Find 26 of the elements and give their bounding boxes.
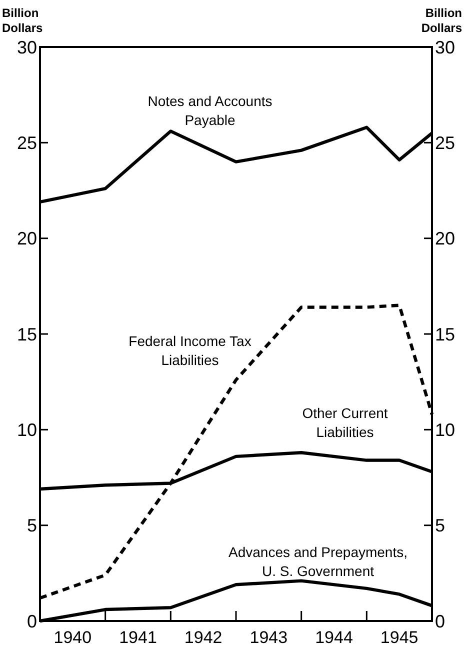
- x-tick-label: 1940: [54, 628, 92, 647]
- y-tick-label: 25: [16, 132, 37, 153]
- x-tick-label: 1942: [184, 628, 222, 647]
- y-tick-label: 20: [16, 228, 37, 249]
- y-axis-title: Billion Dollars: [2, 6, 44, 35]
- y-tick-label: 10: [16, 420, 37, 440]
- x-tick-label: 1943: [250, 628, 288, 647]
- y-tick-label: 30: [16, 37, 37, 58]
- y2-tick-label: 25: [435, 132, 456, 153]
- series-label: Federal Income Tax Liabilities: [128, 333, 252, 368]
- y2-axis-title: Billion Dollars: [421, 6, 462, 35]
- y2-tick-label: 0: [435, 611, 446, 632]
- x-tick-label: 1941: [119, 628, 157, 647]
- x-tick-label: 1944: [315, 628, 353, 647]
- x-tick-label: 1945: [380, 628, 418, 647]
- y2-tick-label: 30: [435, 37, 456, 58]
- y-tick-label: 5: [26, 516, 37, 536]
- series-label: Advances and Prepayments, U. S. Government: [228, 544, 408, 579]
- y2-tick-label: 10: [435, 420, 456, 440]
- y2-tick-label: 15: [435, 324, 456, 344]
- y-tick-label: 0: [26, 611, 37, 632]
- y-tick-label: 15: [16, 324, 37, 344]
- series-label: Notes and Accounts Payable: [148, 93, 272, 128]
- series-label: Other Current Liabilities: [302, 405, 388, 440]
- y2-tick-label: 20: [435, 228, 456, 249]
- y2-tick-label: 5: [435, 516, 446, 536]
